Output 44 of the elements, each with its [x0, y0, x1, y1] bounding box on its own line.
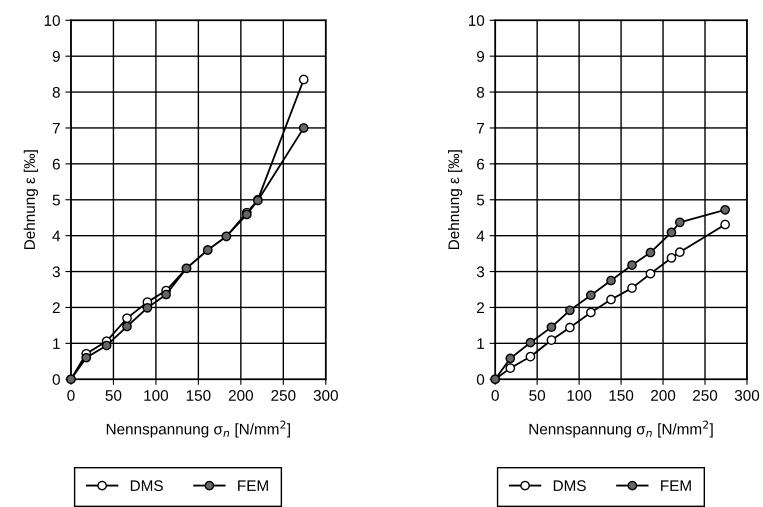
x-axis-title: Nennspannung σ$_{n}$ [N/mm$^{2}$] [530, 420, 713, 438]
x-tick-label: 100 [568, 390, 592, 401]
x-tick-label: 200 [228, 390, 254, 401]
x-tick-label: 100 [144, 390, 168, 401]
y-tick-label: 7 [477, 122, 484, 134]
y-tick-label: 7 [52, 122, 60, 134]
y-tick-label: 6 [477, 158, 484, 170]
x-tick-label: 150 [186, 390, 211, 401]
y-tick-label: 6 [52, 158, 60, 170]
legend-label: FEM [238, 480, 268, 491]
y-tick-label: 4 [476, 230, 484, 242]
legend-label: DMS [130, 480, 163, 492]
y-tick-label: 9 [476, 51, 484, 62]
y-tick-label: 8 [476, 86, 484, 98]
y-tick-label: 8 [52, 86, 60, 98]
y-tick-label: 10 [44, 15, 60, 26]
x-tick-label: 50 [106, 390, 122, 401]
y-tick-label: 10 [468, 15, 484, 26]
x-tick-label: 200 [651, 390, 676, 401]
legend-label: DMS [554, 480, 586, 492]
y-tick-label: 9 [52, 51, 60, 62]
y-tick-label: 1 [477, 338, 484, 349]
x-tick-label: 0 [492, 390, 499, 401]
y-tick-label: 2 [52, 302, 60, 313]
y-tick-label: 5 [52, 194, 60, 206]
y-tick-label: 3 [52, 266, 60, 278]
y-axis-title: Dehnung ε [‰] [24, 150, 38, 250]
x-tick-label: 250 [693, 390, 718, 401]
y-tick-label: 4 [52, 230, 60, 242]
x-tick-label: 50 [529, 390, 546, 401]
x-tick-label: 0 [67, 390, 75, 401]
y-tick-label: 5 [476, 194, 484, 206]
y-tick-label: 1 [53, 338, 60, 349]
x-tick-label: 150 [610, 390, 634, 401]
y-tick-label: 3 [476, 266, 484, 278]
x-tick-label: 300 [734, 390, 760, 401]
y-axis-title: Dehnung ε [‰] [448, 150, 462, 250]
y-tick-label: 2 [477, 302, 484, 313]
x-tick-label: 300 [314, 390, 338, 401]
x-tick-label: 250 [271, 390, 296, 401]
y-tick-label: 0 [476, 374, 484, 385]
legend-label: FEM [661, 480, 691, 491]
y-tick-label: 0 [52, 374, 60, 385]
x-axis-title: Nennspannung σ$_{n}$ [N/mm$^{2}$] [106, 420, 290, 438]
